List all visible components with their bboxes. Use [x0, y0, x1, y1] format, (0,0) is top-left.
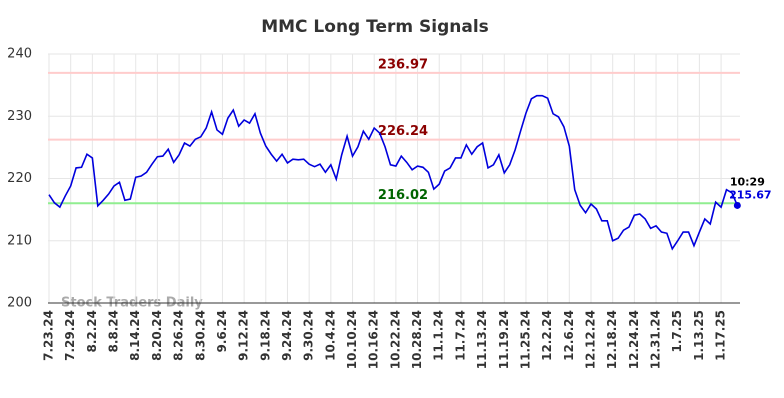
x-tick-label: 9.30.24: [302, 310, 316, 361]
chart-title: MMC Long Term Signals: [261, 17, 489, 37]
x-tick-label: 11.1.24: [432, 310, 446, 361]
x-tick-label: 10.16.24: [367, 310, 381, 369]
reference-label: 236.97: [378, 57, 428, 72]
x-tick-label: 1.7.25: [670, 310, 684, 353]
x-tick-label: 8.8.24: [107, 310, 121, 353]
x-tick-label: 10.4.24: [323, 310, 337, 361]
y-tick-label: 230: [7, 109, 32, 124]
x-tick-label: 12.18.24: [605, 310, 619, 369]
x-tick-label: 9.18.24: [258, 310, 272, 361]
reference-label: 226.24: [378, 124, 428, 139]
x-tick-label: 1.13.25: [692, 310, 706, 361]
x-tick-label: 10.22.24: [388, 310, 402, 369]
y-tick-label: 200: [7, 296, 32, 311]
x-tick-label: 10.28.24: [410, 310, 424, 369]
x-tick-label: 7.23.24: [42, 310, 56, 361]
x-tick-label: 12.2.24: [540, 310, 554, 361]
x-tick-label: 9.6.24: [215, 310, 229, 353]
last-point: [733, 201, 741, 209]
x-tick-label: 9.12.24: [237, 310, 251, 361]
x-tick-label: 10.10.24: [345, 310, 359, 369]
x-tick-label: 11.7.24: [453, 310, 467, 361]
x-tick-label: 9.24.24: [280, 310, 294, 361]
x-tick-label: 8.30.24: [193, 310, 207, 361]
x-tick-label: 12.6.24: [562, 310, 576, 361]
x-tick-label: 8.26.24: [172, 310, 186, 361]
x-tick-label: 11.19.24: [497, 310, 511, 369]
y-tick-label: 240: [7, 47, 32, 62]
last-value: 215.67: [729, 188, 771, 201]
x-tick-label: 8.14.24: [128, 310, 142, 361]
x-tick-label: 7.29.24: [63, 310, 77, 361]
last-time: 10:29: [730, 175, 765, 188]
x-tick-label: 12.24.24: [627, 310, 641, 369]
y-tick-label: 210: [7, 233, 32, 248]
x-tick-label: 11.25.24: [518, 310, 532, 369]
x-tick-label: 12.12.24: [584, 310, 598, 369]
price-line: [48, 94, 739, 251]
x-tick-label: 8.20.24: [150, 310, 164, 361]
x-tick-label: 11.13.24: [475, 310, 489, 369]
x-tick-label: 1.17.25: [714, 310, 728, 361]
reference-label: 216.02: [378, 188, 428, 203]
x-tick-label: 12.31.24: [649, 310, 663, 369]
y-tick-label: 220: [7, 171, 32, 186]
x-tick-label: 8.2.24: [85, 310, 99, 353]
